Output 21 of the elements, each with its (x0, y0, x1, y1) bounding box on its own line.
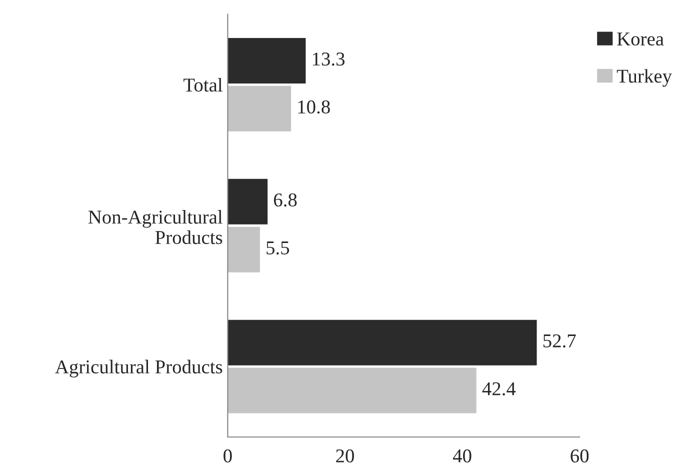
y-tick-label: Agricultural Products (55, 360, 222, 378)
x-tick-label: 60 (570, 449, 589, 462)
x-tick-label: 0 (224, 449, 232, 462)
y-tick-label: Non-Agricultural Products (88, 210, 222, 244)
legend-label: Korea (617, 32, 664, 46)
x-tick-label: 20 (336, 449, 354, 462)
bar (228, 38, 306, 84)
y-tick-label: Total (184, 78, 222, 92)
bar (228, 226, 260, 272)
data-label: 42.4 (482, 382, 516, 396)
data-label: 52.7 (543, 334, 576, 348)
data-label: 13.3 (312, 52, 345, 66)
data-label: 10.8 (298, 100, 330, 114)
data-label: 6.8 (274, 193, 297, 207)
bar (228, 178, 268, 224)
data-label: 5.5 (266, 242, 290, 255)
x-tick-label: 40 (452, 449, 472, 462)
legend-label: Turkey (616, 69, 672, 87)
bar (228, 368, 476, 414)
bar (228, 320, 537, 366)
bar (228, 86, 292, 132)
